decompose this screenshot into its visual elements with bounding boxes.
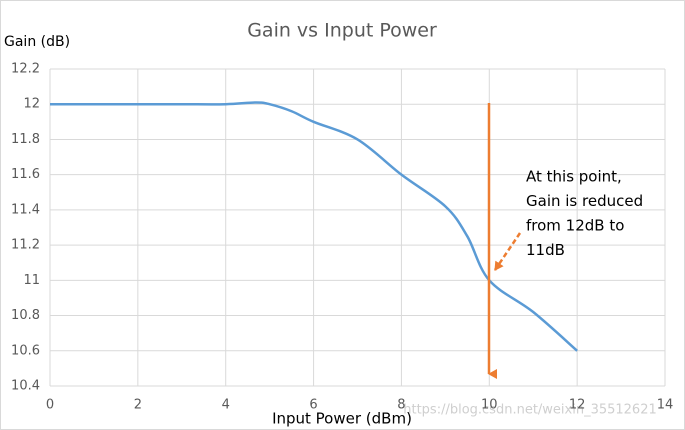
x-tick-label: 2	[134, 398, 142, 413]
y-tick-label: 10.6	[11, 343, 40, 358]
y-tick-label: 11.6	[11, 167, 40, 182]
x-tick-label: 0	[46, 398, 54, 413]
x-axis-label: Input Power (dBm)	[272, 410, 412, 428]
plot-area: 10.4 10.6 10.8 11 11.2 11.4 11.6 11.8 12 12.2 0 2 4 6…	[11, 62, 673, 413]
y-tick-label: 11.2	[11, 238, 40, 253]
watermark: https://blog.csdn.net/weixin_35512621	[403, 403, 657, 418]
annotation: At this point, Gain is reduced from 12dB t…	[526, 168, 643, 260]
y-tick-label: 12	[23, 97, 40, 112]
x-tick-label: 4	[222, 398, 230, 413]
x-tick-label: 12	[569, 398, 586, 413]
y-tick-label: 11.8	[11, 132, 40, 147]
annotation-text: from 12dB to	[526, 217, 624, 235]
y-axis-label: Gain (dB)	[4, 34, 70, 50]
annotation-text: 11dB	[526, 241, 565, 259]
data-line	[49, 101, 578, 352]
x-tick-label: 10	[481, 398, 498, 413]
annotation-text: Gain is reduced	[526, 192, 643, 210]
chart-title: Gain vs Input Power	[247, 20, 437, 42]
y-tick-label: 11	[23, 273, 40, 288]
annotation-text: At this point,	[526, 168, 622, 186]
x-tick-label: 8	[397, 398, 405, 413]
x-tick-label: 14	[657, 398, 674, 413]
y-tick-label: 10.4	[11, 379, 40, 394]
y-tick-label: 11.4	[11, 202, 40, 217]
y-tick-label: 12.2	[11, 62, 40, 77]
y-tick-label: 10.8	[11, 308, 40, 323]
x-tick-label: 6	[309, 398, 317, 413]
